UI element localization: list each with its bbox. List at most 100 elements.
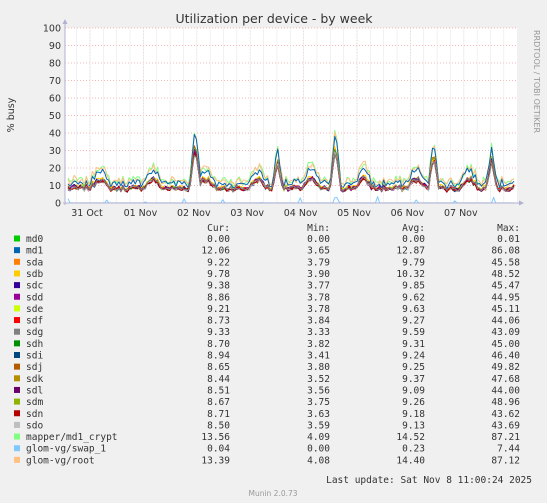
legend-avg: 0.23 (402, 444, 425, 455)
y-tick-label: 100 (43, 24, 61, 35)
legend-max: 43.69 (491, 420, 520, 431)
y-tick-label: 40 (49, 129, 61, 140)
legend-avg: 9.27 (402, 316, 425, 327)
legend-name: sdm (26, 397, 43, 408)
legend-avg: 9.09 (402, 385, 425, 396)
legend-min: 3.75 (307, 397, 330, 408)
x-tick-label: 05 Nov (337, 208, 371, 219)
legend-cur: 8.65 (207, 362, 230, 373)
legend-swatch (14, 363, 20, 370)
legend-cur: 8.67 (207, 397, 230, 408)
legend-avg: 9.24 (402, 351, 425, 362)
legend-avg: 9.63 (402, 304, 425, 315)
legend-cur: 9.33 (207, 327, 230, 338)
legend-cur: 9.21 (207, 304, 230, 315)
legend-min: 3.56 (307, 385, 330, 396)
legend-min: 0.00 (307, 234, 330, 245)
y-tick-label: 20 (49, 164, 61, 175)
legend-avg: 10.32 (396, 269, 425, 280)
legend-max: 44.00 (491, 385, 520, 396)
legend-cur: 9.22 (207, 257, 230, 268)
legend-avg: 0.00 (402, 234, 425, 245)
legend-min: 4.09 (307, 432, 330, 443)
legend-max: 44.95 (491, 292, 520, 303)
legend-cur: 8.71 (207, 409, 230, 420)
legend-max: 48.96 (491, 397, 520, 408)
x-tick-label: 31 Oct (71, 208, 103, 219)
legend-swatch (14, 317, 20, 324)
legend-cur: 9.78 (207, 269, 230, 280)
legend-avg: 9.18 (402, 409, 425, 420)
legend-max: 87.12 (491, 455, 520, 466)
legend-avg: 14.52 (396, 432, 425, 443)
legend-max: 45.58 (491, 257, 520, 268)
legend-swatch (14, 235, 20, 242)
legend-header-cur: Cur: (207, 223, 230, 234)
legend-name: sdj (26, 362, 43, 373)
legend-name: sdn (26, 409, 43, 420)
legend-min: 3.80 (307, 362, 330, 373)
legend-name: mapper/md1_crypt (26, 432, 118, 443)
legend-swatch (14, 398, 20, 405)
legend-name: sdo (26, 420, 43, 431)
legend-header-max: Max: (497, 223, 520, 234)
legend-name: sda (26, 257, 43, 268)
legend-avg: 9.59 (402, 327, 425, 338)
y-axis-label: % busy (6, 97, 17, 132)
rrdtool-credit: RRDTOOL / TOBI OETIKER (532, 30, 541, 133)
legend-cur: 0.00 (207, 234, 230, 245)
legend-swatch (14, 293, 20, 300)
legend-swatch (14, 421, 20, 428)
legend-max: 49.82 (491, 362, 520, 373)
legend-min: 3.78 (307, 292, 330, 303)
y-tick-labels: 0 10 20 30 40 50 60 70 80 90 100 (43, 24, 61, 210)
legend-swatch (14, 433, 20, 440)
y-tick-label: 50 (49, 111, 61, 122)
legend-min: 3.63 (307, 409, 330, 420)
x-tick-label: 04 Nov (284, 208, 318, 219)
series-line-sdg (67, 153, 515, 193)
legend-cur: 8.86 (207, 292, 230, 303)
legend-max: 48.52 (491, 269, 520, 280)
legend-avg: 9.62 (402, 292, 425, 303)
grid-lines (65, 27, 517, 203)
chart-title: Utilization per device - by week (175, 11, 373, 26)
legend-max: 0.01 (497, 234, 520, 245)
legend-min: 3.78 (307, 304, 330, 315)
legend-avg: 12.87 (396, 246, 425, 257)
y-tick-label: 10 (49, 181, 61, 192)
legend-max: 86.08 (491, 246, 520, 257)
legend-name: md1 (26, 246, 43, 257)
legend-header-avg: Avg: (402, 223, 425, 234)
legend-name: sdi (26, 351, 43, 362)
legend-cur: 8.50 (207, 420, 230, 431)
legend-swatch (14, 328, 20, 335)
legend-name: sdg (26, 327, 43, 338)
series-line-glom-vg-root (67, 131, 515, 188)
legend-max: 46.40 (491, 351, 520, 362)
x-tick-label: 06 Nov (391, 208, 425, 219)
legend-swatch (14, 258, 20, 265)
legend-cur: 0.04 (207, 444, 230, 455)
legend-swatch (14, 375, 20, 382)
legend-max: 7.44 (497, 444, 520, 455)
legend-max: 45.47 (491, 281, 520, 292)
y-tick-label: 80 (49, 59, 61, 70)
legend-cur: 8.94 (207, 351, 230, 362)
y-tick-label: 60 (49, 94, 61, 105)
legend-name: sdf (26, 316, 43, 327)
legend-min: 3.84 (307, 316, 330, 327)
x-tick-label: 03 Nov (230, 208, 264, 219)
legend-min: 3.90 (307, 269, 330, 280)
legend-avg: 9.26 (402, 397, 425, 408)
legend-max: 44.06 (491, 316, 520, 327)
legend-swatch (14, 445, 20, 452)
legend-name: sdl (26, 385, 43, 396)
x-tick-label: 02 Nov (177, 208, 211, 219)
legend-avg: 9.85 (402, 281, 425, 292)
y-tick-label: 70 (49, 76, 61, 87)
legend-swatch (14, 352, 20, 358)
legend-avg: 9.79 (402, 257, 425, 268)
y-tick-label: 30 (49, 146, 61, 157)
